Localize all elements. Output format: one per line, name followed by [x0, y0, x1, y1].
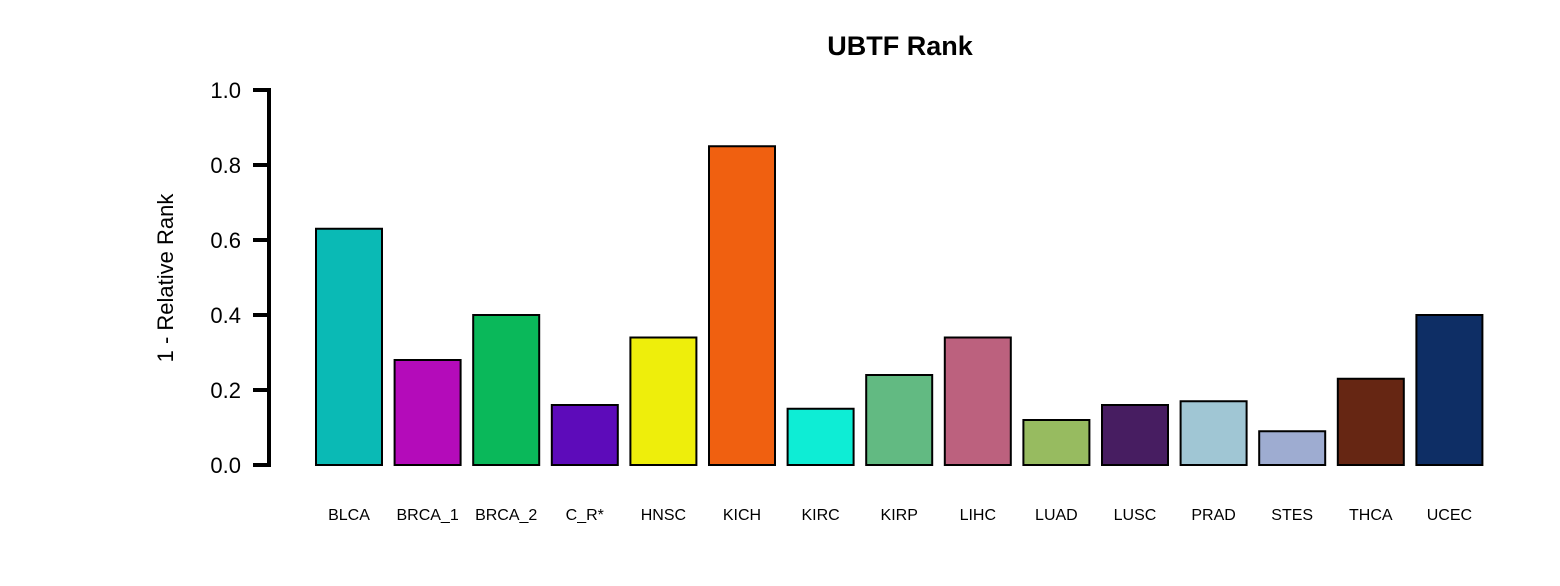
bar-hnsc	[629, 336, 698, 466]
bar-kich	[708, 145, 776, 466]
bar-c-r	[550, 404, 619, 466]
x-tick-label: C_R*	[566, 507, 604, 524]
x-tick-label: PRAD	[1191, 507, 1235, 524]
y-axis-label: 1 - Relative Rank	[153, 193, 178, 363]
y-tick-label: 0.2	[210, 378, 241, 403]
bar-thca	[1336, 377, 1405, 466]
x-axis-labels: BLCA BRCA_1 BRCA_2 C_R* HNSC KICH KIRC KIRP LIHC…	[328, 507, 1472, 524]
bar-stes	[1258, 430, 1327, 466]
y-tick-label: 0.4	[210, 303, 241, 328]
y-tick-label: 0.0	[210, 453, 241, 478]
bar-brca-1	[393, 359, 462, 466]
x-tick-label: THCA	[1349, 507, 1393, 524]
x-tick-label: HNSC	[641, 507, 686, 524]
bar-kirp	[865, 374, 934, 466]
x-tick-label: LUSC	[1114, 507, 1157, 524]
bar-lihc	[943, 336, 1012, 466]
x-tick-label: BRCA_2	[475, 507, 537, 524]
chart-title: UBTF Rank	[827, 31, 973, 61]
x-tick-label: LUAD	[1035, 507, 1078, 524]
x-tick-label: KIRP	[881, 507, 918, 524]
bar-blca	[315, 227, 383, 466]
bar-brca-2	[472, 314, 541, 466]
bar-luad	[1022, 419, 1091, 466]
bar-lusc	[1101, 404, 1169, 466]
y-tick-label: 1.0	[210, 78, 241, 103]
x-tick-label: KICH	[723, 507, 761, 524]
bar-prad	[1179, 400, 1248, 466]
y-tick-label: 0.6	[210, 228, 241, 253]
x-tick-label: BLCA	[328, 507, 370, 524]
x-tick-label: UCEC	[1427, 507, 1472, 524]
y-tick-label: 0.8	[210, 153, 241, 178]
bar-kirc	[786, 407, 855, 466]
x-tick-label: BRCA_1	[396, 507, 458, 524]
x-tick-label: STES	[1271, 507, 1313, 524]
x-tick-label: KIRC	[801, 507, 839, 524]
bar-ucec	[1415, 314, 1484, 466]
y-axis: 0.0 0.2 0.4 0.6 0.8 1.0	[210, 78, 271, 478]
bars	[315, 145, 1484, 466]
x-tick-label: LIHC	[960, 507, 996, 524]
